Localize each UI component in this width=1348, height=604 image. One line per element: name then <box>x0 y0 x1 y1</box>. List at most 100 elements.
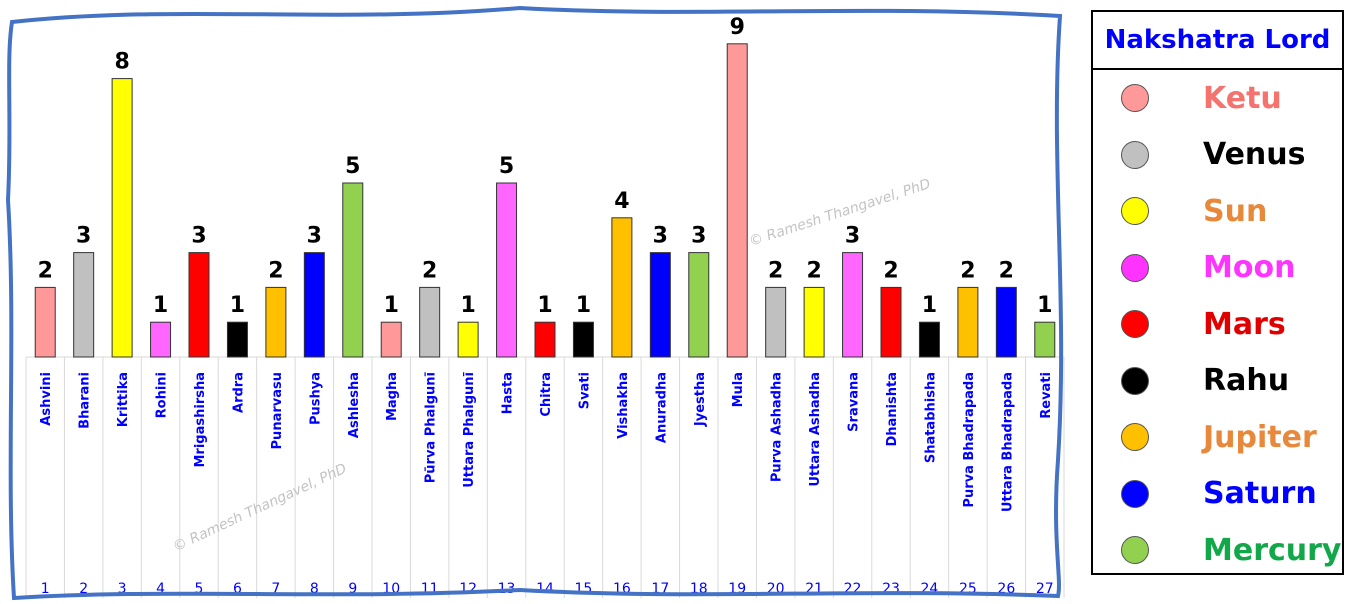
number-label-4: 4 <box>156 581 165 597</box>
bar-22 <box>842 252 864 358</box>
category-label-23: Dhanishta <box>885 372 900 447</box>
bar-11 <box>419 286 441 358</box>
category-label-17: Anuradha <box>654 372 669 443</box>
value-label-25: 2 <box>960 258 975 283</box>
category-label-4: Rohini <box>155 372 170 418</box>
category-label-2: Bharani <box>78 372 93 429</box>
legend-swatch <box>1121 197 1149 226</box>
legend-label: Moon <box>1203 250 1296 286</box>
value-label-4: 1 <box>153 293 168 318</box>
legend-swatch <box>1121 310 1149 339</box>
value-label-6: 1 <box>230 293 245 318</box>
category-label-24: Shatabhisha <box>923 372 938 463</box>
value-label-16: 4 <box>614 189 629 214</box>
value-label-26: 2 <box>999 258 1014 283</box>
bar-17 <box>649 252 671 358</box>
number-label-12: 12 <box>459 581 477 597</box>
bar-3 <box>111 78 133 358</box>
value-label-10: 1 <box>384 293 399 318</box>
value-label-27: 1 <box>1037 293 1052 318</box>
category-label-5: Mrigashirsha <box>193 372 208 468</box>
legend-item-jupiter: Jupiter <box>1093 409 1342 466</box>
category-label-15: Svati <box>577 372 592 409</box>
value-label-13: 5 <box>499 154 514 179</box>
legend-label: Mercury <box>1203 532 1342 568</box>
category-label-25: Purva Bhadrapada <box>962 372 977 508</box>
wavy-frame <box>5 5 1064 601</box>
category-label-19: Mula <box>731 372 746 407</box>
category-label-21: Uttara Ashadha <box>808 372 823 487</box>
bar-21 <box>803 286 825 358</box>
category-label-6: Ardra <box>231 372 246 413</box>
bar-8 <box>303 252 325 358</box>
bar-24 <box>918 321 940 358</box>
bar-14 <box>534 321 556 358</box>
value-label-1: 2 <box>38 258 53 283</box>
number-label-2: 2 <box>79 581 88 597</box>
category-label-22: Sravana <box>847 372 862 432</box>
legend-item-moon: Moon <box>1093 240 1342 297</box>
legend-label: Sun <box>1203 193 1268 229</box>
value-label-8: 3 <box>307 224 322 249</box>
value-label-9: 5 <box>345 154 360 179</box>
bar-18 <box>688 252 710 358</box>
legend-items: Ketu Venus Sun Moon Mars Rahu Jupiter Saturn Mer… <box>1093 70 1342 579</box>
bar-19 <box>726 43 748 358</box>
bar-13 <box>496 182 518 358</box>
value-label-19: 9 <box>730 15 745 40</box>
category-label-9: Ashlesha <box>347 372 362 438</box>
value-label-23: 2 <box>883 258 898 283</box>
legend-swatch <box>1121 253 1149 282</box>
bar-2 <box>73 252 95 358</box>
category-label-11: Pūrva Phalgunī <box>424 371 439 483</box>
category-label-1: Ashvini <box>39 372 54 426</box>
value-label-22: 3 <box>845 224 860 249</box>
category-label-27: Revati <box>1039 372 1054 419</box>
category-label-26: Uttara Bhadrapada <box>1000 372 1015 512</box>
number-label-3: 3 <box>118 581 127 597</box>
value-label-14: 1 <box>537 293 552 318</box>
legend-title: Nakshatra Lord <box>1093 12 1342 70</box>
value-label-17: 3 <box>653 224 668 249</box>
value-label-11: 2 <box>422 258 437 283</box>
number-label-5: 5 <box>195 581 204 597</box>
bar-7 <box>265 286 287 358</box>
value-label-2: 3 <box>76 224 91 249</box>
category-label-16: Vishakha <box>616 372 631 439</box>
category-label-13: Hasta <box>501 372 516 414</box>
number-label-8: 8 <box>310 581 319 597</box>
number-label-6: 6 <box>233 581 242 597</box>
legend-swatch <box>1121 366 1149 395</box>
legend-item-venus: Venus <box>1093 127 1342 184</box>
bar-1 <box>34 286 56 358</box>
legend-label: Saturn <box>1203 476 1317 512</box>
bar-27 <box>1034 321 1056 358</box>
bar-23 <box>880 286 902 358</box>
legend-item-mercury: Mercury <box>1093 522 1342 579</box>
legend-label: Ketu <box>1203 80 1282 116</box>
value-label-20: 2 <box>768 258 783 283</box>
value-label-21: 2 <box>806 258 821 283</box>
number-label-1: 1 <box>41 581 50 597</box>
legend-item-rahu: Rahu <box>1093 353 1342 410</box>
category-label-3: Krittika <box>116 372 131 427</box>
category-label-12: Uttara Phalgunī <box>462 371 477 487</box>
bar-4 <box>150 321 172 358</box>
legend-swatch <box>1121 479 1149 508</box>
legend-label: Rahu <box>1203 363 1290 399</box>
legend-swatch <box>1121 423 1149 452</box>
value-label-3: 8 <box>114 50 129 75</box>
number-label-27: 27 <box>1036 581 1054 597</box>
category-label-10: Magha <box>385 372 400 421</box>
legend-swatch <box>1121 84 1149 113</box>
legend-item-sun: Sun <box>1093 183 1342 240</box>
category-label-14: Chitra <box>539 372 554 417</box>
bars <box>34 43 1056 358</box>
bar-25 <box>957 286 979 358</box>
bar-12 <box>457 321 479 358</box>
legend: Nakshatra Lord Ketu Venus Sun Moon Mars Rahu J… <box>1091 10 1344 575</box>
legend-item-saturn: Saturn <box>1093 466 1342 523</box>
bar-9 <box>342 182 364 358</box>
